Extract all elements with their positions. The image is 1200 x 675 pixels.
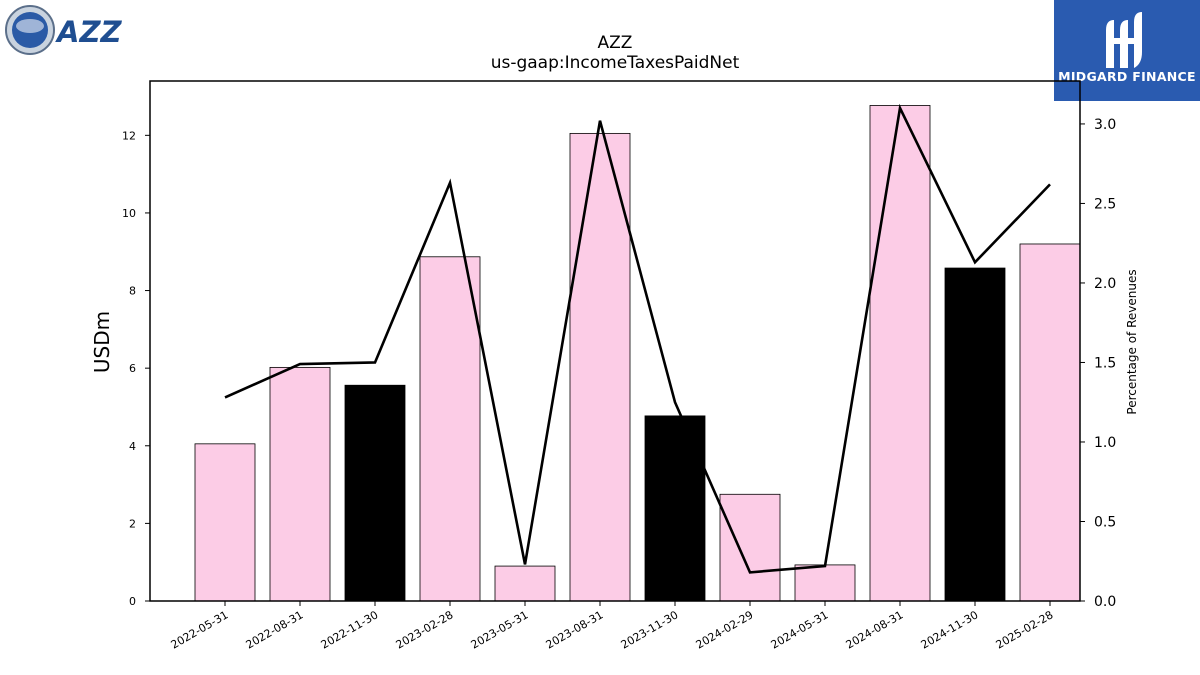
x-tick-label: 2024-05-31 [769, 608, 831, 651]
bar-2023-02-28 [419, 256, 481, 602]
axes-group [149, 80, 1081, 602]
company-logo: AZZ [5, 5, 122, 55]
bar-2023-08-31 [569, 132, 631, 602]
x-tick-label: 2024-02-29 [694, 608, 756, 651]
x-tick-label: 2023-05-31 [469, 608, 531, 651]
x-tick-label: 2022-11-30 [319, 608, 381, 651]
y-tick-label: 8 [129, 285, 136, 298]
right-axis-ticks: 0.0 0.5 1.0 1.5 2.0 2.5 3.0 [1080, 117, 1116, 610]
x-tick-label: 2023-08-31 [544, 608, 606, 651]
y-tick-label: 4 [129, 440, 136, 453]
bar-2024-08-31 [869, 105, 931, 602]
y-tick-label: 12 [122, 129, 136, 142]
y-axis-label-right: Percentage of Revenues [1125, 269, 1139, 414]
y-tick-label: 10 [122, 207, 136, 220]
plot-frame [149, 80, 1081, 602]
x-tick-label: 2023-11-30 [619, 608, 681, 651]
bar-2024-02-29 [719, 493, 781, 602]
y-tick-label: 6 [129, 362, 136, 375]
y-right-tick-label: 0.5 [1094, 514, 1116, 530]
bars-group [194, 105, 1081, 602]
bar-2023-11-30 [644, 415, 706, 602]
bar-2022-05-31 [194, 443, 256, 602]
y-axis-label-left: USDm [90, 311, 114, 373]
chart-subtitle: us-gaap:IncomeTaxesPaidNet [491, 53, 740, 73]
bar-2022-11-30 [344, 384, 406, 602]
bar-2024-05-31 [794, 564, 856, 602]
y-right-tick-label: 1.0 [1094, 435, 1116, 451]
x-tick-label: 2023-02-28 [394, 608, 456, 651]
x-tick-label: 2025-02-28 [994, 608, 1056, 651]
bar-2022-08-31 [269, 366, 331, 602]
x-tick-label: 2024-08-31 [844, 608, 906, 651]
bar-2025-02-28 [1019, 243, 1081, 602]
chart-title: AZZ [598, 33, 633, 53]
x-tick-label: 2024-11-30 [919, 608, 981, 651]
bar-2024-11-30 [944, 267, 1006, 602]
brand-logo-text: MIDGARD FINANCE [1058, 69, 1196, 84]
line-series [224, 103, 1051, 574]
x-tick-label: 2022-08-31 [244, 608, 306, 651]
y-right-tick-label: 2.0 [1094, 276, 1116, 292]
company-logo-text: AZZ [55, 15, 122, 49]
bar-2023-05-31 [494, 565, 556, 602]
y-tick-label: 0 [129, 595, 136, 608]
line-group [224, 103, 1051, 574]
brand-logo: MIDGARD FINANCE [1054, 0, 1200, 101]
y-tick-label: 2 [129, 517, 136, 530]
x-axis-ticks: 2022-05-31 2022-08-31 2022-11-30 2023-02-28… [169, 601, 1056, 652]
y-right-tick-label: 3.0 [1094, 117, 1116, 133]
y-right-tick-label: 0.0 [1094, 594, 1116, 610]
left-axis-ticks: 0 2 4 6 8 10 12 [122, 129, 150, 608]
y-right-tick-label: 2.5 [1094, 196, 1116, 212]
brand-logo-icon [1106, 12, 1142, 68]
y-right-tick-label: 1.5 [1094, 355, 1116, 371]
x-tick-label: 2022-05-31 [169, 608, 231, 651]
